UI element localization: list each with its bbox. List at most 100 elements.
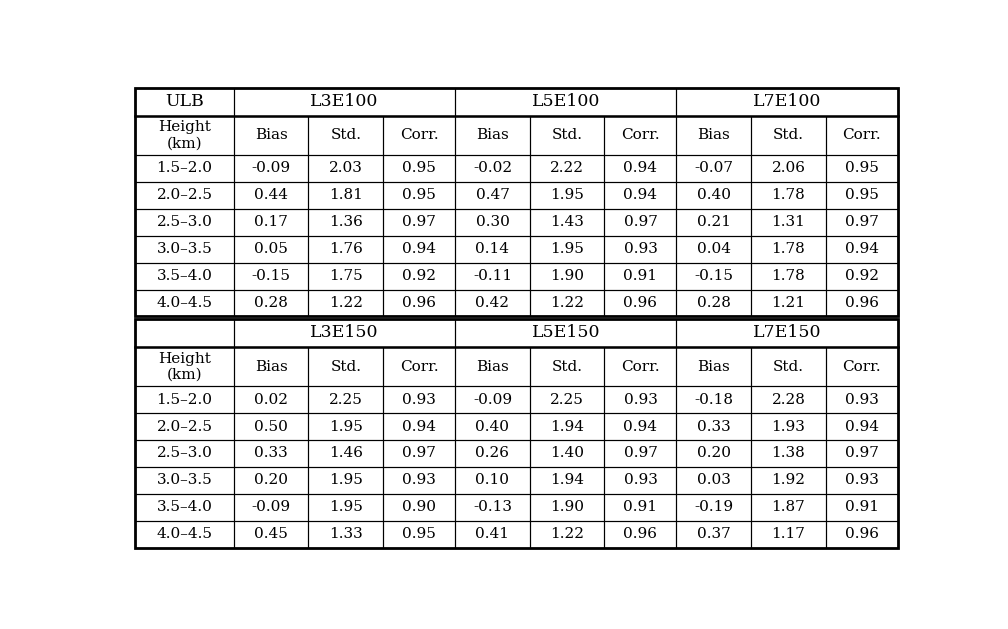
Bar — [383, 289, 456, 316]
Bar — [605, 209, 676, 236]
Text: 0.94: 0.94 — [845, 420, 879, 433]
Text: 0.42: 0.42 — [476, 296, 509, 310]
Bar — [308, 467, 383, 494]
Bar — [456, 182, 530, 209]
Text: Std.: Std. — [551, 360, 583, 374]
Bar — [530, 236, 605, 262]
Text: 0.93: 0.93 — [845, 392, 879, 406]
Text: 0.33: 0.33 — [254, 447, 288, 460]
Bar — [530, 413, 605, 440]
Text: 1.92: 1.92 — [771, 474, 805, 487]
Text: 2.0–2.5: 2.0–2.5 — [156, 420, 213, 433]
Bar — [530, 262, 605, 289]
Bar — [751, 467, 826, 494]
Text: 3.0–3.5: 3.0–3.5 — [156, 242, 213, 256]
Text: Corr.: Corr. — [843, 360, 881, 374]
Text: 1.95: 1.95 — [550, 242, 584, 256]
Text: 0.05: 0.05 — [254, 242, 288, 256]
Bar — [751, 347, 826, 386]
Bar — [456, 262, 530, 289]
Bar — [605, 494, 676, 521]
Bar — [605, 262, 676, 289]
Text: 1.78: 1.78 — [771, 242, 805, 256]
Bar — [456, 413, 530, 440]
Bar — [530, 467, 605, 494]
Text: 0.97: 0.97 — [402, 215, 436, 229]
Text: 0.95: 0.95 — [845, 162, 879, 175]
Text: 1.17: 1.17 — [771, 527, 805, 541]
Text: 0.30: 0.30 — [476, 215, 509, 229]
Bar — [605, 347, 676, 386]
Bar — [826, 289, 898, 316]
Bar — [308, 155, 383, 182]
Text: -0.13: -0.13 — [473, 500, 512, 515]
Text: -0.11: -0.11 — [473, 269, 512, 283]
Text: 0.97: 0.97 — [624, 447, 657, 460]
Text: 4.0–4.5: 4.0–4.5 — [156, 296, 213, 310]
Bar — [676, 440, 751, 467]
Bar — [234, 209, 308, 236]
Text: -0.02: -0.02 — [473, 162, 512, 175]
Bar — [308, 209, 383, 236]
Text: 0.93: 0.93 — [402, 392, 436, 406]
Text: 3.5–4.0: 3.5–4.0 — [156, 269, 213, 283]
Bar — [751, 182, 826, 209]
Bar — [308, 521, 383, 548]
Bar — [308, 413, 383, 440]
Text: Height
(km): Height (km) — [158, 120, 211, 150]
Text: 0.40: 0.40 — [476, 420, 509, 433]
Text: 0.33: 0.33 — [697, 420, 731, 433]
Bar — [135, 155, 234, 182]
Bar — [676, 319, 898, 347]
Bar — [456, 87, 676, 116]
Text: 1.43: 1.43 — [550, 215, 584, 229]
Bar — [234, 440, 308, 467]
Bar — [605, 386, 676, 413]
Bar — [605, 440, 676, 467]
Text: 1.90: 1.90 — [550, 269, 584, 283]
Bar — [234, 386, 308, 413]
Bar — [605, 413, 676, 440]
Text: 2.06: 2.06 — [771, 162, 805, 175]
Text: 0.93: 0.93 — [402, 474, 436, 487]
Bar — [826, 236, 898, 262]
Text: 0.04: 0.04 — [697, 242, 731, 256]
Bar — [234, 289, 308, 316]
Bar — [456, 155, 530, 182]
Bar — [383, 209, 456, 236]
Bar — [751, 209, 826, 236]
Text: Corr.: Corr. — [400, 128, 438, 142]
Bar — [456, 521, 530, 548]
Bar — [605, 236, 676, 262]
Bar — [530, 347, 605, 386]
Bar — [751, 155, 826, 182]
Text: L3E100: L3E100 — [310, 93, 379, 110]
Text: 1.95: 1.95 — [329, 420, 363, 433]
Text: 0.28: 0.28 — [697, 296, 731, 310]
Bar — [751, 413, 826, 440]
Bar — [135, 440, 234, 467]
Bar — [234, 155, 308, 182]
Bar — [383, 413, 456, 440]
Bar — [826, 521, 898, 548]
Text: 0.94: 0.94 — [402, 420, 436, 433]
Text: 0.96: 0.96 — [845, 296, 879, 310]
Bar — [234, 467, 308, 494]
Bar — [234, 521, 308, 548]
Bar — [676, 386, 751, 413]
Text: L5E150: L5E150 — [531, 325, 600, 342]
Text: L3E150: L3E150 — [310, 325, 379, 342]
Bar — [383, 347, 456, 386]
Bar — [676, 289, 751, 316]
Bar — [234, 319, 456, 347]
Bar — [456, 319, 676, 347]
Bar — [676, 182, 751, 209]
Text: 1.95: 1.95 — [329, 474, 363, 487]
Bar — [135, 521, 234, 548]
Bar — [456, 116, 530, 155]
Text: 0.96: 0.96 — [402, 296, 436, 310]
Text: 0.95: 0.95 — [845, 188, 879, 203]
Bar — [135, 209, 234, 236]
Bar — [605, 467, 676, 494]
Bar — [751, 116, 826, 155]
